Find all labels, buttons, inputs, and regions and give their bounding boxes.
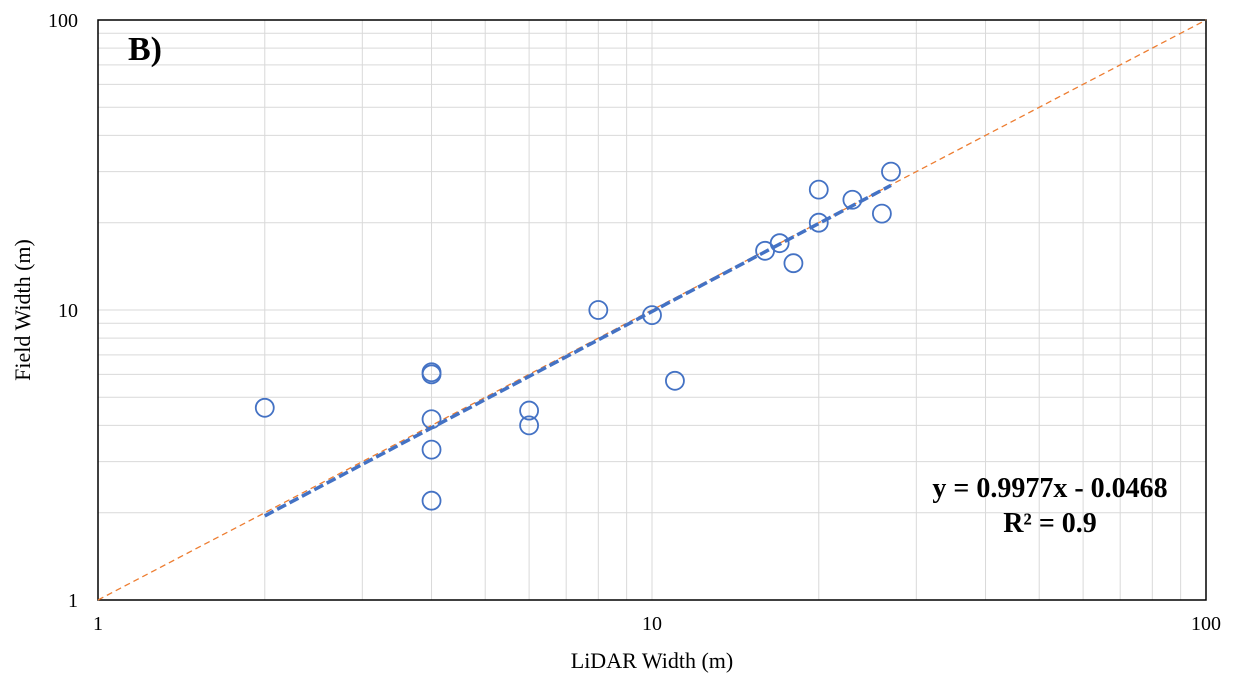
data-point bbox=[783, 253, 804, 274]
trendline-group bbox=[263, 183, 892, 518]
data-point bbox=[519, 415, 539, 436]
y-axis-title: Field Width (m) bbox=[10, 239, 35, 381]
tick-labels: 1 10 100 1 10 100 bbox=[48, 10, 1221, 635]
data-points bbox=[254, 161, 901, 511]
data-point bbox=[871, 203, 892, 224]
data-point bbox=[808, 212, 829, 233]
x-axis-title: LiDAR Width (m) bbox=[571, 648, 733, 673]
data-point bbox=[588, 300, 609, 320]
x-tick-label: 100 bbox=[1191, 613, 1221, 635]
trendline-equation: y = 0.9977x - 0.0468 bbox=[932, 473, 1167, 504]
data-point bbox=[421, 490, 442, 511]
data-point bbox=[254, 397, 275, 418]
data-point bbox=[881, 161, 901, 182]
data-point bbox=[808, 179, 829, 200]
data-point bbox=[421, 409, 442, 430]
r-squared-label: R² = 0.9 bbox=[1003, 508, 1097, 539]
y-tick-label: 1 bbox=[68, 590, 78, 612]
data-point bbox=[421, 439, 442, 460]
data-point bbox=[519, 400, 539, 421]
data-point bbox=[665, 370, 685, 391]
data-point bbox=[842, 189, 863, 210]
x-tick-label: 10 bbox=[642, 613, 662, 635]
y-tick-label: 10 bbox=[58, 300, 78, 322]
x-tick-label: 1 bbox=[93, 613, 103, 635]
y-tick-label: 100 bbox=[48, 10, 78, 32]
data-point bbox=[421, 364, 442, 385]
data-point bbox=[642, 305, 662, 326]
data-point bbox=[769, 233, 790, 254]
plot-frame bbox=[97, 19, 1207, 601]
panel-label: B) bbox=[128, 31, 162, 68]
trendline bbox=[263, 183, 892, 518]
